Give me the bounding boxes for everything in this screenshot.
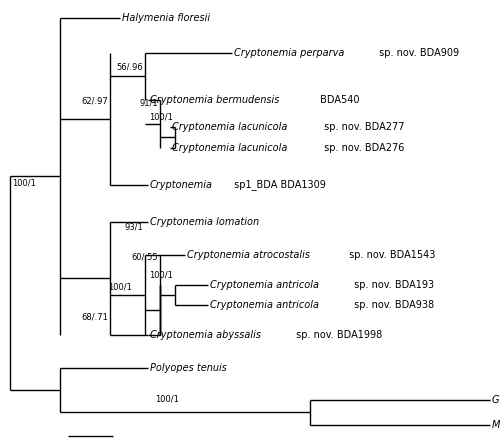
Text: Cryptonemia abyssalis: Cryptonemia abyssalis: [150, 330, 261, 340]
Text: sp. nov. BDA1543: sp. nov. BDA1543: [346, 250, 435, 260]
Text: Cryptonemia antricola: Cryptonemia antricola: [210, 300, 319, 310]
Text: 100/1: 100/1: [155, 394, 179, 403]
Text: 100/1: 100/1: [108, 283, 132, 292]
Text: 93/1: 93/1: [124, 223, 143, 232]
Text: Cryptonemia lomation: Cryptonemia lomation: [150, 217, 259, 227]
Text: 100/1: 100/1: [149, 113, 173, 122]
Text: 56/.96: 56/.96: [116, 63, 143, 72]
Text: Cryptonemia atrocostalis: Cryptonemia atrocostalis: [187, 250, 310, 260]
Text: sp. nov. BDA277: sp. nov. BDA277: [321, 122, 404, 132]
Text: BDA540: BDA540: [317, 95, 360, 105]
Text: 100/1: 100/1: [12, 179, 36, 188]
Text: 68/.71: 68/.71: [81, 313, 108, 322]
Text: sp. nov. BDA276: sp. nov. BDA276: [321, 143, 404, 153]
Text: sp1_BDA BDA1309: sp1_BDA BDA1309: [232, 179, 326, 191]
Text: sp. nov. BDA938: sp. nov. BDA938: [350, 300, 434, 310]
Text: sp. nov. BDA1998: sp. nov. BDA1998: [293, 330, 382, 340]
Text: Cryptonemia lacunicola: Cryptonemia lacunicola: [172, 143, 288, 153]
Text: Grateloupia simplex: Grateloupia simplex: [492, 395, 500, 405]
Text: Cryptonemia perparva: Cryptonemia perparva: [234, 48, 344, 58]
Text: 60/.55: 60/.55: [132, 252, 158, 261]
Text: 100/1: 100/1: [149, 270, 173, 279]
Text: Cryptonemia lacunicola: Cryptonemia lacunicola: [172, 122, 288, 132]
Text: 62/.97: 62/.97: [81, 97, 108, 106]
Text: 91/1: 91/1: [140, 99, 158, 108]
Text: Cryptonemia: Cryptonemia: [150, 180, 213, 190]
Text: Halymenia floresii: Halymenia floresii: [122, 13, 210, 23]
Text: sp. nov. BDA909: sp. nov. BDA909: [376, 48, 460, 58]
Text: sp. nov. BDA193: sp. nov. BDA193: [350, 280, 434, 290]
Text: Cryptonemia bermudensis: Cryptonemia bermudensis: [150, 95, 280, 105]
Text: Cryptonemia antricola: Cryptonemia antricola: [210, 280, 319, 290]
Text: Polyopes tenuis: Polyopes tenuis: [150, 363, 227, 373]
Text: Mariaramirezia osornoensis: Mariaramirezia osornoensis: [492, 420, 500, 430]
